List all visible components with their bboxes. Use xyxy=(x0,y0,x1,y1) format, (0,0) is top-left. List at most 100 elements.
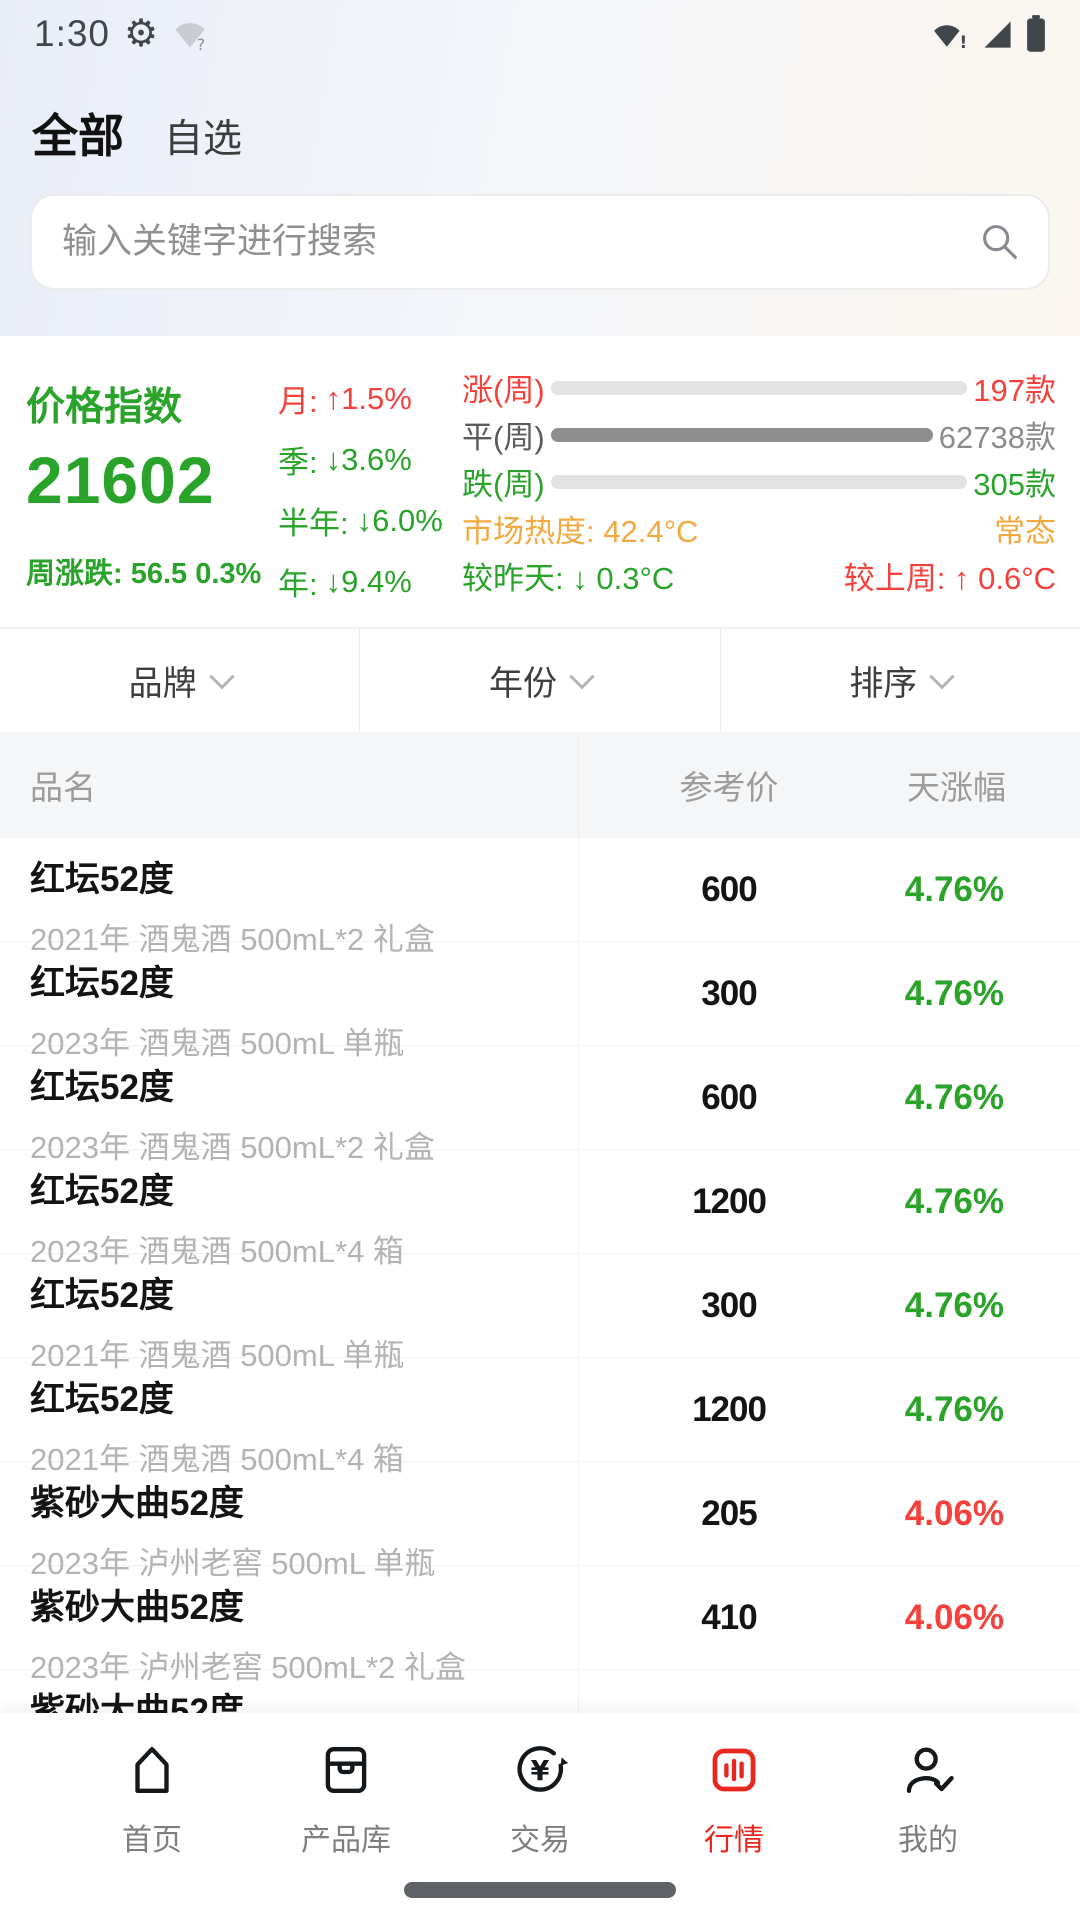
product-name: 紫砂大曲52度 xyxy=(30,1484,244,1523)
product-spec: 2021年 酒鬼酒 500mL*2 礼盒 xyxy=(30,922,435,957)
period-quarter: 季: ↓ 3.6% xyxy=(278,441,412,481)
chevron-down-icon xyxy=(569,663,595,689)
table-row[interactable]: 紫砂大曲52度 2023年 泸州老窖 500mL*2 礼盒 410 4.06% xyxy=(0,1566,1080,1685)
status-time: 1:30 xyxy=(34,13,111,54)
search-input[interactable] xyxy=(60,221,980,263)
wifi-alert-icon: ! xyxy=(934,25,968,51)
filter-brand[interactable]: 品牌 xyxy=(0,629,359,732)
week-change: 周涨跌: 56.5 0.3% xyxy=(26,558,262,590)
nav-item-product-library[interactable]: 产品库 xyxy=(280,1739,412,1859)
column-header-change: 天涨幅 xyxy=(907,769,1006,806)
table-row[interactable]: 紫砂大曲52度 xyxy=(0,1670,1080,1713)
product-change: 4.06% xyxy=(904,1597,1004,1637)
product-name: 紫砂大曲52度 xyxy=(30,1588,244,1627)
bar-row-up: 涨(周) 197款 xyxy=(462,373,1056,408)
product-name: 红坛52度 xyxy=(30,1276,174,1315)
chevron-down-icon xyxy=(929,663,956,689)
table-row[interactable]: 紫砂大曲52度 2023年 泸州老窖 500mL 单瓶 205 4.06% xyxy=(0,1462,1080,1581)
cellular-signal-icon xyxy=(984,21,1011,48)
status-bar: 1:30 ⚙ ? ! xyxy=(0,0,1080,62)
product-price: 410 xyxy=(701,1597,757,1637)
home-icon xyxy=(123,1739,181,1801)
product-name: 红坛52度 xyxy=(30,964,174,1003)
product-spec: 2023年 泸州老窖 500mL*2 礼盒 xyxy=(30,1650,466,1685)
profile-icon xyxy=(899,1739,957,1801)
market-tabs: 全部 自选 xyxy=(0,62,1080,166)
column-header-name: 品名 xyxy=(30,769,96,806)
gear-icon: ⚙ xyxy=(124,13,159,55)
nav-item-home[interactable]: 首页 xyxy=(86,1739,218,1859)
progress-bar xyxy=(550,380,968,395)
table-header: 品名 参考价 天涨幅 xyxy=(0,732,1080,838)
filter-sort[interactable]: 排序 xyxy=(719,629,1080,732)
header-area: 1:30 ⚙ ? ! xyxy=(0,0,1080,336)
product-price: 300 xyxy=(701,973,757,1013)
tab-all[interactable]: 全部 xyxy=(32,110,124,162)
table-row[interactable]: 红坛52度 2023年 酒鬼酒 500mL*2 礼盒 600 4.76% xyxy=(0,1046,1080,1165)
product-spec: 2023年 酒鬼酒 500mL*4 箱 xyxy=(30,1234,404,1269)
table-row[interactable]: 红坛52度 2021年 酒鬼酒 500mL*4 箱 1200 4.76% xyxy=(0,1358,1080,1477)
period-year: 年: ↓ 9.4% xyxy=(278,563,412,603)
product-name: 紫砂大曲52度 xyxy=(30,1692,244,1713)
search-box[interactable] xyxy=(30,194,1050,290)
svg-text:?: ? xyxy=(197,35,205,51)
week-stats: 涨(周) 197款 平(周) 62738款 跌(周) 305款 市场热度: 42… xyxy=(462,364,1056,627)
product-spec: 2023年 酒鬼酒 500mL*2 礼盒 xyxy=(30,1130,435,1165)
nav-item-market[interactable]: 行情 xyxy=(668,1739,800,1859)
product-price: 600 xyxy=(701,1077,757,1117)
filter-year[interactable]: 年份 xyxy=(359,629,719,732)
product-price: 205 xyxy=(701,1493,757,1533)
product-change: 4.76% xyxy=(904,1181,1004,1221)
product-price: 1200 xyxy=(692,1181,767,1221)
table-row[interactable]: 红坛52度 2021年 酒鬼酒 500mL 单瓶 300 4.76% xyxy=(0,1254,1080,1373)
progress-bar xyxy=(550,427,933,442)
product-change: 4.06% xyxy=(904,1493,1004,1533)
table-row[interactable]: 红坛52度 2023年 酒鬼酒 500mL*4 箱 1200 4.76% xyxy=(0,1150,1080,1269)
vs-last-week: 较上周: ↑ 0.6°C xyxy=(843,561,1056,596)
product-price: 1200 xyxy=(692,1389,767,1429)
vs-yesterday: 较昨天: ↓ 0.3°C xyxy=(462,561,675,596)
price-index-value: 21602 xyxy=(26,443,215,517)
product-change: 4.76% xyxy=(904,973,1004,1013)
progress-bar xyxy=(550,474,968,489)
period-changes: 月: ↑ 1.5% 季: ↓ 3.6% 半年: ↓ 6.0% 年: ↓ 9.4% xyxy=(278,368,456,627)
price-index-panel: 价格指数 21602 周涨跌: 56.5 0.3% 月: ↑ 1.5% 季: ↓ 3.6… xyxy=(0,336,1080,628)
product-name: 红坛52度 xyxy=(30,1380,174,1419)
chevron-down-icon xyxy=(208,663,235,689)
market-icon xyxy=(705,1739,763,1801)
nav-item-profile[interactable]: 我的 xyxy=(862,1739,994,1859)
heat-status-badge: 常态 xyxy=(994,514,1056,549)
table-row[interactable]: 红坛52度 2023年 酒鬼酒 500mL 单瓶 300 4.76% xyxy=(0,942,1080,1061)
product-price: 600 xyxy=(701,869,757,909)
home-indicator[interactable] xyxy=(404,1882,676,1898)
svg-text:!: ! xyxy=(960,32,968,51)
bar-row-flat: 平(周) 62738款 xyxy=(462,420,1056,455)
bar-row-down: 跌(周) 305款 xyxy=(462,467,1056,502)
product-spec: 2021年 酒鬼酒 500mL*4 箱 xyxy=(30,1442,404,1477)
product-price: 300 xyxy=(701,1285,757,1325)
nav-item-trade[interactable]: ¥ 交易 xyxy=(474,1739,606,1859)
temperature-compare-row: 较昨天: ↓ 0.3°C 较上周: ↑ 0.6°C xyxy=(462,552,1056,599)
product-spec: 2023年 酒鬼酒 500mL 单瓶 xyxy=(30,1026,405,1061)
product-spec: 2021年 酒鬼酒 500mL 单瓶 xyxy=(30,1338,405,1373)
period-month: 月: ↑ 1.5% xyxy=(278,380,412,420)
product-name: 红坛52度 xyxy=(30,1172,174,1211)
period-half-year: 半年: ↓ 6.0% xyxy=(278,502,443,542)
product-change: 4.76% xyxy=(904,1077,1004,1117)
product-library-icon xyxy=(317,1739,375,1801)
table-row[interactable]: 红坛52度 2021年 酒鬼酒 500mL*2 礼盒 600 4.76% xyxy=(0,838,1080,957)
filter-bar: 品牌 年份 排序 xyxy=(0,628,1080,732)
trade-icon: ¥ xyxy=(511,1739,569,1801)
tab-watchlist[interactable]: 自选 xyxy=(164,118,243,161)
bottom-nav: 首页 产品库 ¥ xyxy=(0,1713,1080,1920)
product-name: 红坛52度 xyxy=(30,860,174,899)
product-change: 4.76% xyxy=(904,1285,1004,1325)
battery-icon xyxy=(1027,15,1045,52)
column-header-price: 参考价 xyxy=(679,769,779,806)
svg-text:¥: ¥ xyxy=(531,1756,550,1787)
product-name: 红坛52度 xyxy=(30,1068,174,1107)
search-icon[interactable] xyxy=(980,222,1020,262)
product-change: 4.76% xyxy=(904,1389,1004,1429)
market-heat-row: 市场热度: 42.4°C 常态 xyxy=(462,505,1056,552)
